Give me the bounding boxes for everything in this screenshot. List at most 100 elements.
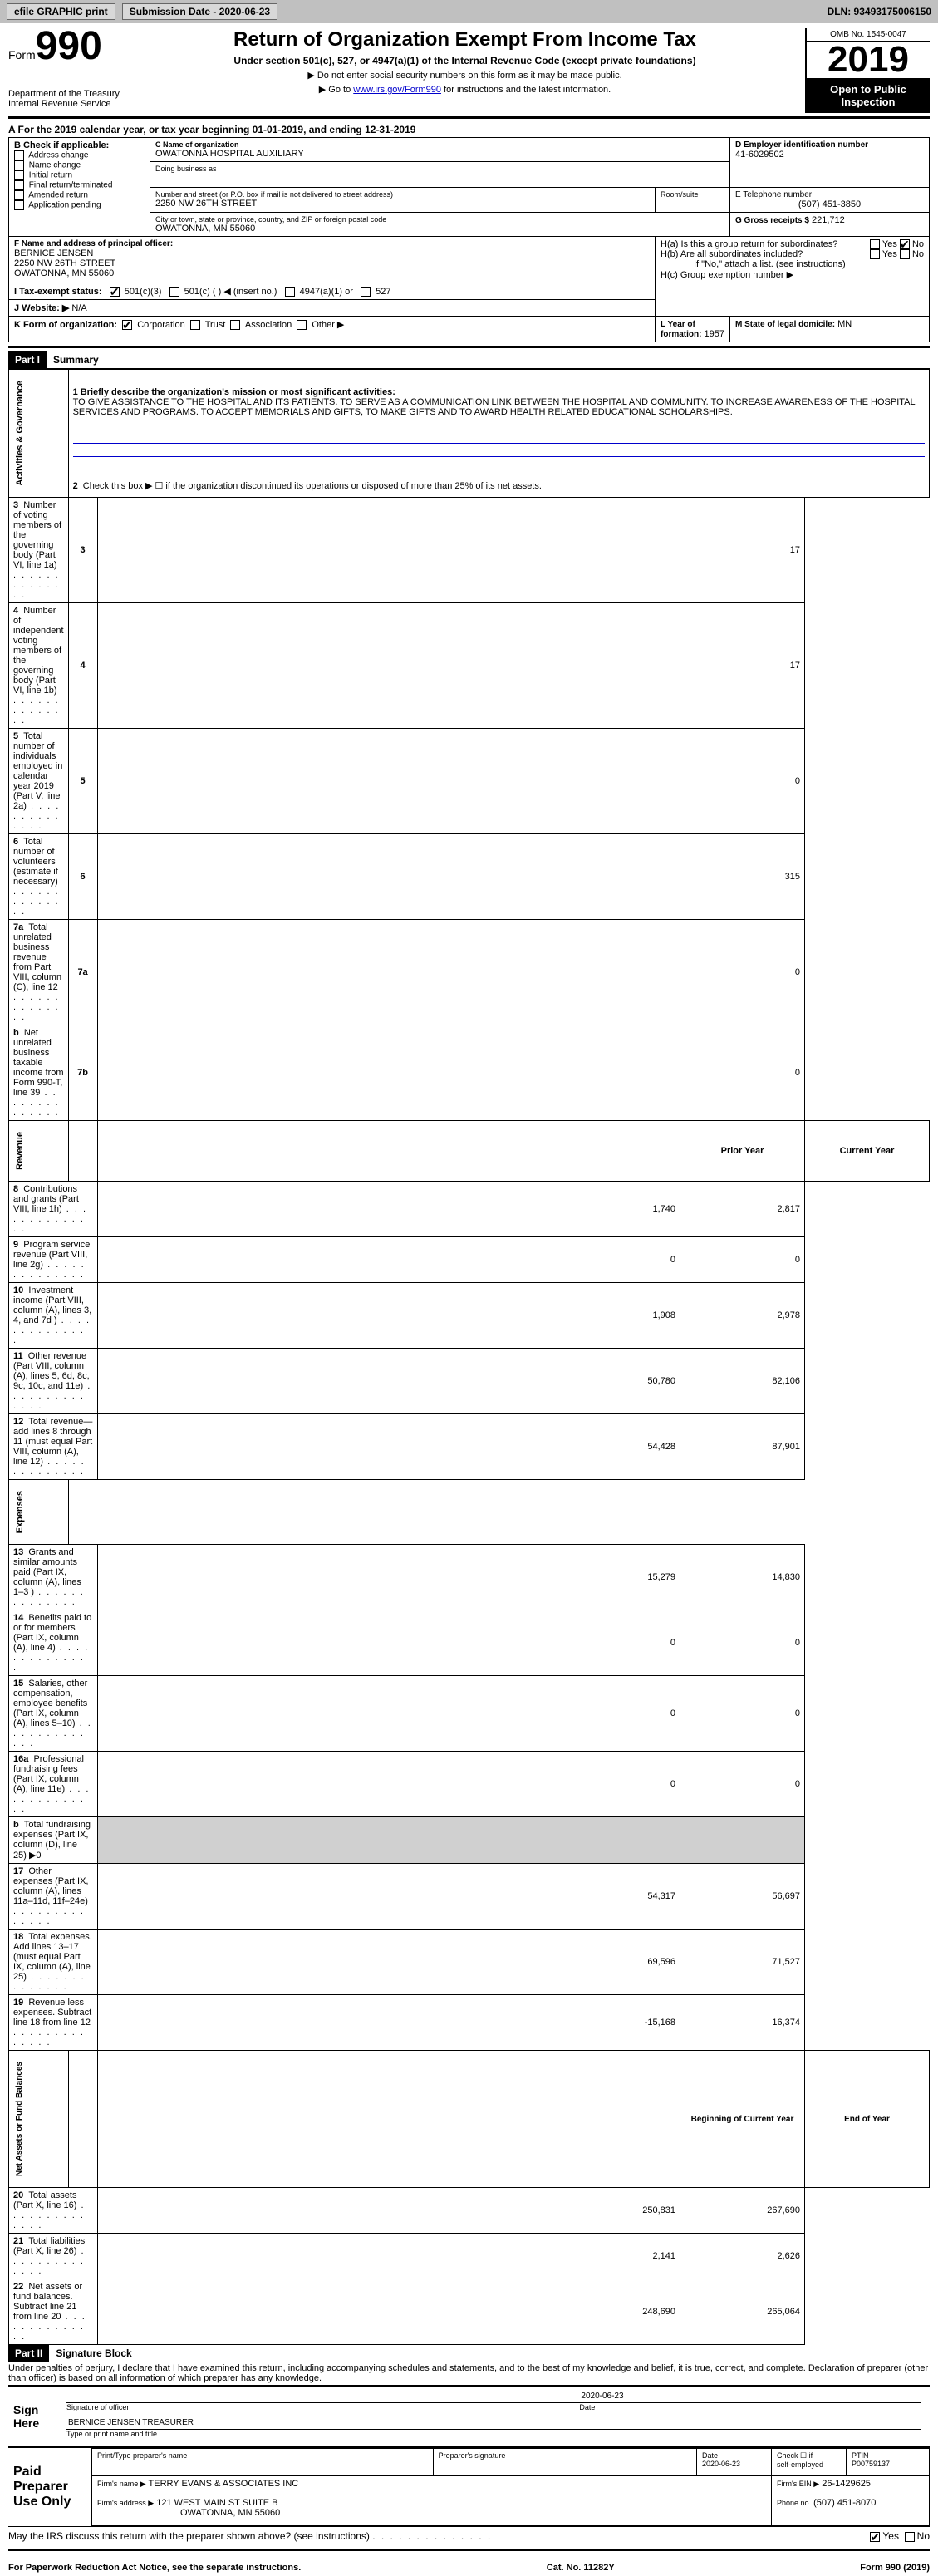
hc-label: H(c) Group exemption number ▶ <box>661 269 924 280</box>
discuss-no[interactable] <box>905 2532 915 2542</box>
boxM-label: M State of legal domicile: <box>735 320 835 329</box>
prep-h2: Preparer's signature <box>433 2449 696 2476</box>
form990-link[interactable]: www.irs.gov/Form990 <box>353 85 441 95</box>
efile-header: efile GRAPHIC print Submission Date - 20… <box>0 0 938 23</box>
boxB-opt: Application pending <box>14 200 145 210</box>
sign-here: Sign Here <box>8 2387 58 2446</box>
gov-row: 5 Total number of individuals employed i… <box>9 728 930 833</box>
revenue-row: 11 Other revenue (Part VIII, column (A),… <box>9 1348 930 1413</box>
inspection: Open to Public Inspection <box>807 78 930 113</box>
name-label: Type or print name and title <box>66 2430 921 2439</box>
i-501c[interactable] <box>169 287 179 297</box>
officer-city: OWATONNA, MN 55060 <box>14 268 650 278</box>
subtitle: Under section 501(c), 527, or 4947(a)(1)… <box>133 55 797 66</box>
firm-name: TERRY EVANS & ASSOCIATES INC <box>149 2479 299 2489</box>
asset-row: 20 Total assets (Part X, line 16)250,831… <box>9 2188 930 2234</box>
tax-year: 2019 <box>807 42 930 78</box>
discuss-row: May the IRS discuss this return with the… <box>8 2527 930 2545</box>
revenue-row: 10 Investment income (Part VIII, column … <box>9 1282 930 1348</box>
boxE-label: E Telephone number <box>735 190 924 199</box>
vlabel-exp: Expenses <box>13 1482 27 1541</box>
gov-row: 3 Number of voting members of the govern… <box>9 497 930 602</box>
summary-table: Activities & Governance 1 Briefly descri… <box>8 369 930 2345</box>
expense-row: 18 Total expenses. Add lines 13–17 (must… <box>9 1930 930 1995</box>
boxD-label: D Employer identification number <box>735 140 924 150</box>
boxB-opt: Initial return <box>14 170 145 180</box>
street: 2250 NW 26TH STREET <box>155 199 650 209</box>
asset-row: 22 Net assets or fund balances. Subtract… <box>9 2279 930 2345</box>
addr-label: Number and street (or P.O. box if mail i… <box>155 190 650 199</box>
prior-year-h: Prior Year <box>680 1120 805 1181</box>
boxL-label: L Year of formation: <box>661 320 701 339</box>
dln: DLN: 93493175006150 <box>828 6 931 17</box>
boxK-opt: Trust <box>185 320 226 330</box>
boxB-opt: Name change <box>14 160 145 170</box>
hb-no[interactable] <box>900 249 910 259</box>
vlabel-gov: Activities & Governance <box>13 372 27 494</box>
footer-left: For Paperwork Reduction Act Notice, see … <box>8 2563 301 2573</box>
boxK-label: K Form of organization: <box>14 320 117 330</box>
year-formed: 1957 <box>705 329 724 339</box>
dba-label: Doing business as <box>155 165 724 173</box>
firm-phone: (507) 451-8070 <box>813 2498 876 2508</box>
expense-row: 19 Revenue less expenses. Subtract line … <box>9 1995 930 2051</box>
gov-row: 6 Total number of volunteers (estimate i… <box>9 833 930 919</box>
officer-addr: 2250 NW 26TH STREET <box>14 258 650 268</box>
i-4947[interactable] <box>285 287 295 297</box>
hb-note: If "No," attach a list. (see instruction… <box>661 259 924 269</box>
boxB-opt: Final return/terminated <box>14 180 145 190</box>
tax-period: A For the 2019 calendar year, or tax yea… <box>8 122 930 137</box>
firm-ein: 26-1429625 <box>822 2479 871 2489</box>
part2-header: Part IISignature Block <box>8 2345 930 2362</box>
submission-btn: Submission Date - 2020-06-23 <box>122 3 277 20</box>
ptin: P00759137 <box>852 2460 890 2468</box>
footer-mid: Cat. No. 11282Y <box>547 2563 615 2573</box>
hb-yes[interactable] <box>870 249 880 259</box>
i-527[interactable] <box>361 287 371 297</box>
footer-right: Form 990 (2019) <box>860 2563 930 2573</box>
irs: Internal Revenue Service <box>8 99 125 109</box>
entity-info-table: B Check if applicable: Address change Na… <box>8 137 930 342</box>
expense-row: 13 Grants and similar amounts paid (Part… <box>9 1545 930 1610</box>
officer-name: BERNICE JENSEN <box>14 248 650 258</box>
firm-addr: 121 WEST MAIN ST SUITE B <box>156 2498 277 2508</box>
eoy-h: End of Year <box>805 2051 930 2188</box>
mission-text: TO GIVE ASSISTANCE TO THE HOSPITAL AND I… <box>73 397 925 417</box>
mission-label: 1 Briefly describe the organization's mi… <box>73 387 925 397</box>
boxK-opt: Other ▶ <box>292 320 344 330</box>
expense-row: 15 Salaries, other compensation, employe… <box>9 1676 930 1752</box>
vlabel-rev: Revenue <box>13 1123 27 1178</box>
expense-row: 14 Benefits paid to or for members (Part… <box>9 1610 930 1676</box>
note2: ▶ Go to www.irs.gov/Form990 for instruct… <box>133 84 797 95</box>
ha-no[interactable] <box>900 239 910 249</box>
dept: Department of the Treasury <box>8 89 125 99</box>
city-label: City or town, state or province, country… <box>155 215 724 224</box>
discuss-yes[interactable] <box>870 2532 880 2542</box>
org-name: OWATONNA HOSPITAL AUXILIARY <box>155 149 724 159</box>
room-label: Room/suite <box>656 188 730 213</box>
revenue-row: 8 Contributions and grants (Part VIII, l… <box>9 1181 930 1236</box>
page-footer: For Paperwork Reduction Act Notice, see … <box>0 2559 938 2576</box>
boxI-label: I Tax-exempt status: <box>14 287 102 297</box>
revenue-row: 12 Total revenue—add lines 8 through 11 … <box>9 1413 930 1479</box>
ha-yes[interactable] <box>870 239 880 249</box>
gov-row: 4 Number of independent voting members o… <box>9 602 930 728</box>
expense-row: b Total fundraising expenses (Part IX, c… <box>9 1817 930 1864</box>
boxB-opt: Address change <box>14 150 145 160</box>
line2: Check this box ▶ ☐ if the organization d… <box>83 481 542 491</box>
efile-btn[interactable]: efile GRAPHIC print <box>7 3 115 20</box>
boxG-label: G Gross receipts $ <box>735 216 809 225</box>
note1: ▶ Do not enter social security numbers o… <box>133 70 797 81</box>
right-box: OMB No. 1545-0047 2019 Open to Public In… <box>805 28 930 113</box>
domicile: MN <box>837 319 852 329</box>
boxK-opt: Corporation <box>120 320 185 330</box>
vlabel-net: Net Assets or Fund Balances <box>13 2053 26 2185</box>
i-501c3[interactable] <box>110 287 120 297</box>
revenue-row: 9 Program service revenue (Part VIII, li… <box>9 1236 930 1282</box>
form-label: Form990 <box>8 28 125 64</box>
hb-label: H(b) Are all subordinates included? <box>661 249 803 259</box>
boxF-label: F Name and address of principal officer: <box>14 239 650 248</box>
expense-row: 17 Other expenses (Part IX, column (A), … <box>9 1864 930 1930</box>
city: OWATONNA, MN 55060 <box>155 224 724 234</box>
firm-addr2: OWATONNA, MN 55060 <box>97 2508 280 2518</box>
